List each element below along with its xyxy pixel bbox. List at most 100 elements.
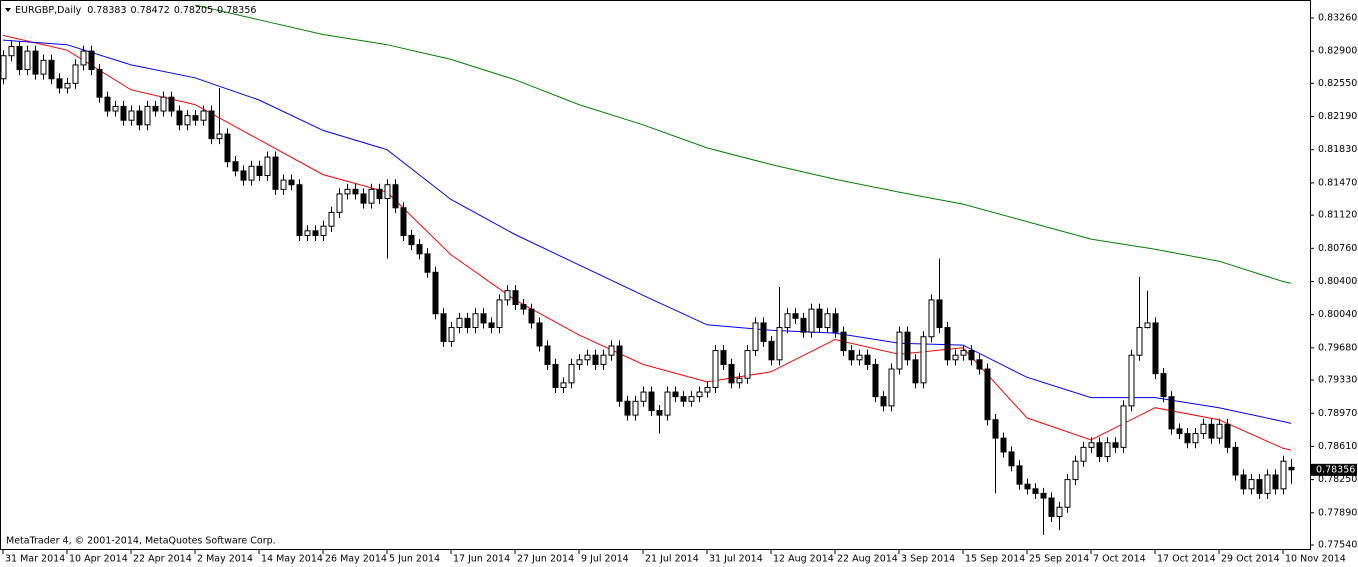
candle-body-down: [408, 234, 415, 246]
candle-body-down: [1240, 474, 1247, 490]
x-tick-label: 31 Mar 2014: [5, 554, 65, 565]
candle-body-down: [272, 156, 279, 190]
candle-body-down: [544, 345, 551, 365]
candle-body-up: [888, 368, 895, 407]
candle-body-up: [784, 313, 791, 329]
y-tick-label: 0.78250: [1318, 474, 1357, 485]
candle-body-down: [240, 170, 247, 181]
candle-body-up: [1088, 442, 1095, 448]
candle-body-up: [928, 299, 935, 338]
candle-body-up: [1200, 423, 1207, 435]
candle-body-up: [144, 105, 151, 126]
candle-body-down: [984, 368, 991, 421]
candle-body-up: [896, 331, 903, 370]
candle-body-down: [992, 419, 999, 439]
candle-body-down: [1096, 442, 1103, 458]
candle-body-down: [1024, 483, 1031, 490]
candle-body-down: [1256, 479, 1263, 494]
candle-body-up: [1192, 433, 1199, 444]
x-tick-label: 29 Oct 2014: [1221, 554, 1280, 565]
candle-body-down: [816, 308, 823, 329]
x-tick-label: 7 Oct 2014: [1093, 554, 1146, 565]
candle-body-down: [1160, 373, 1167, 398]
candle-body-down: [848, 350, 855, 361]
x-tick-label: 9 Jul 2014: [581, 554, 629, 565]
candle-body-up: [304, 230, 311, 236]
candle-body-up: [920, 336, 927, 384]
y-tick-label: 0.77540: [1318, 540, 1357, 551]
candle-body-up: [184, 115, 191, 126]
candle-body-up: [456, 317, 463, 329]
plot-frame: [0, 0, 1311, 550]
candle-body-up: [640, 391, 647, 402]
candle-body-up: [336, 193, 343, 213]
candle-body-up: [1128, 354, 1135, 407]
candle-body-down: [872, 363, 879, 398]
candle-body-up: [1248, 479, 1255, 490]
candle-body-up: [1136, 327, 1143, 356]
last-price-box: [1311, 463, 1357, 476]
x-tick-label: 3 Sep 2014: [901, 554, 955, 565]
x-tick-label: 10 Apr 2014: [69, 554, 128, 565]
last-low: 0.78205: [174, 5, 213, 16]
candle-body-down: [768, 340, 775, 361]
candle-body-up: [776, 327, 783, 361]
candle-body-down: [1152, 322, 1159, 375]
candle-body-down: [176, 110, 183, 126]
candle-body-up: [200, 110, 207, 121]
candle-body-down: [864, 354, 871, 365]
x-tick-label: 25 Sep 2014: [1029, 554, 1089, 565]
candle-body-up: [1216, 423, 1223, 439]
candle-body-up: [712, 350, 719, 388]
moving-average-line: [2, 39, 1292, 424]
candle-body-down: [1176, 428, 1183, 435]
candle-body-up: [40, 59, 47, 75]
candle-body-up: [384, 184, 391, 200]
y-tick-label: 0.82190: [1318, 111, 1357, 122]
candle-body-up: [496, 299, 503, 329]
candle-body-down: [936, 299, 943, 329]
candle-body-up: [744, 350, 751, 379]
candle-body-up: [1264, 474, 1271, 494]
candle-body-down: [880, 396, 887, 407]
y-tick-label: 0.82900: [1318, 46, 1357, 57]
candle-body-up: [328, 211, 335, 227]
candle-body-down: [56, 78, 63, 89]
candle-body-down: [520, 304, 527, 310]
candle-body-down: [232, 161, 239, 172]
candle-body-down: [16, 46, 23, 71]
candle-body-up: [600, 354, 607, 365]
candle-body-up: [568, 363, 575, 384]
candle-body-down: [1040, 492, 1047, 499]
candle-body-down: [488, 322, 495, 329]
candle-body-down: [440, 313, 447, 342]
candle-body-down: [352, 188, 359, 195]
candle-body-down: [616, 345, 623, 402]
candle-body-up: [320, 225, 327, 236]
candle-body-down: [208, 110, 215, 140]
y-tick-label: 0.80760: [1318, 243, 1357, 254]
candle-body-down: [360, 193, 367, 204]
candle-body-down: [424, 253, 431, 273]
candle-body-up: [688, 396, 695, 402]
candle-body-down: [968, 350, 975, 361]
candle-body-down: [592, 354, 599, 365]
y-tick-label: 0.81830: [1318, 144, 1357, 155]
x-tick-label: 31 Jul 2014: [709, 554, 763, 565]
last-high: 0.78472: [131, 5, 170, 16]
candle-body-down: [136, 110, 143, 126]
y-tick-label: 0.78610: [1318, 441, 1357, 452]
candle-body-up: [64, 82, 71, 89]
moving-average-line: [194, 4, 1292, 284]
candle-body-up: [1080, 446, 1087, 462]
candle-body-down: [760, 322, 767, 342]
candle-body-down: [288, 179, 295, 186]
candle-body-up: [952, 354, 959, 361]
y-tick-label: 0.79680: [1318, 342, 1357, 353]
candle-body-down: [152, 105, 159, 112]
y-tick-label: 0.80400: [1318, 276, 1357, 287]
candle-body-down: [224, 133, 231, 163]
